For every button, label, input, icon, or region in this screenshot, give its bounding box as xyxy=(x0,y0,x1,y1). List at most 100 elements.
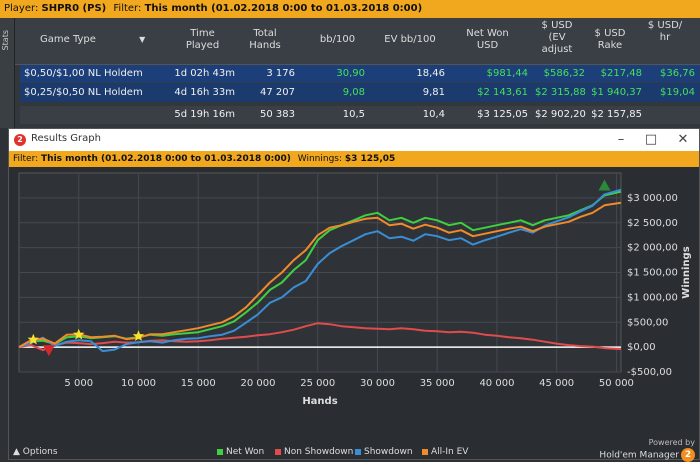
series-line-all-in-ev xyxy=(18,201,622,348)
player-label: Player: xyxy=(4,3,39,14)
cell-ev: $2 315,88 xyxy=(535,87,586,98)
cell-rake: $217,48 xyxy=(600,68,642,79)
stats-table: Game Type ▼ Time Played Total Hands bb/1… xyxy=(15,18,700,128)
y-tick-label: $3 000,00 xyxy=(627,193,678,204)
total-net: $3 125,05 xyxy=(477,109,528,120)
cell-time: 4d 16h 33m xyxy=(174,87,235,98)
stats-side-tab-label: Stats xyxy=(1,30,10,51)
hm2-logo-icon: 2 xyxy=(14,134,26,146)
total-ev-bb100: 10,4 xyxy=(422,109,445,120)
cell-bb100: 30,90 xyxy=(336,68,365,79)
legend-swatch xyxy=(217,448,223,455)
graph-title-bar[interactable]: 2 Results Graph – □ ✕ xyxy=(9,129,699,151)
player-name: SHPR0 (PS) xyxy=(41,3,107,14)
y-tick-label: $1 500,00 xyxy=(627,268,678,279)
filter-label: Filter: xyxy=(113,3,142,14)
total-time: 5d 19h 16m xyxy=(174,109,235,120)
results-graph-window: 2 Results Graph – □ ✕ Filter: This month… xyxy=(8,128,700,462)
x-tick-label: 35 000 xyxy=(420,378,455,389)
table-row[interactable]: $0,50/$1,00 NL Holdem 1d 02h 43m 3 176 3… xyxy=(20,65,700,83)
series-line-showdown xyxy=(18,188,622,353)
cell-game: $0,25/$0,50 NL Holdem xyxy=(24,87,143,98)
col-ev-adjust[interactable]: $ USD (EV adjust xyxy=(541,20,573,55)
cell-ev-bb100: 9,81 xyxy=(422,87,445,98)
col-usd-hr[interactable]: $ USD/ hr xyxy=(647,20,683,43)
x-tick-label: 20 000 xyxy=(240,378,275,389)
y-tick-label: $2 000,00 xyxy=(627,243,678,254)
results-chart: 5 000 10 000 15 000 20 000 25 000 30 000 35 00… xyxy=(9,167,699,447)
stats-header-row: Game Type ▼ Time Played Total Hands bb/1… xyxy=(15,18,700,65)
cell-time: 1d 02h 43m xyxy=(174,68,235,79)
brand-block: Powered by Hold'em Manager 2 xyxy=(599,438,695,462)
graph-footer: ▲ Options Net Won Non Showdown Showdown … xyxy=(9,438,699,462)
winnings-value: $3 125,05 xyxy=(344,154,396,164)
total-hands: 50 383 xyxy=(260,109,295,120)
x-tick-label: 45 000 xyxy=(539,378,574,389)
x-tick-label: 25 000 xyxy=(300,378,335,389)
legend-swatch xyxy=(355,448,361,455)
top-filter-bar: Player: SHPR0 (PS) Filter: This month (0… xyxy=(0,0,700,18)
col-total-hands[interactable]: Total Hands xyxy=(249,28,281,51)
cell-net: $981,44 xyxy=(486,68,528,79)
x-tick-label: 15 000 xyxy=(181,378,216,389)
y-tick-label: -$500,00 xyxy=(627,367,672,378)
legend-swatch xyxy=(422,448,428,455)
series-line-non-showdown xyxy=(18,322,622,352)
results-chart-svg: 5 000 10 000 15 000 20 000 25 000 30 000 35 00… xyxy=(18,172,692,407)
cell-rake: $1 940,37 xyxy=(591,87,642,98)
filter-value[interactable]: This month (01.02.2018 0:00 to 01.03.201… xyxy=(144,3,423,14)
legend-net-won[interactable]: Net Won xyxy=(217,444,264,460)
x-tick-label: 40 000 xyxy=(479,378,514,389)
graph-filter-bar: Filter: This month (01.02.2018 0:00 to 0… xyxy=(9,151,699,167)
chevron-down-icon[interactable]: ▼ xyxy=(139,35,146,44)
x-tick-label: 5 000 xyxy=(64,378,93,389)
winnings-label: Winnings: xyxy=(297,154,342,164)
graph-filter-label: Filter: xyxy=(13,154,39,164)
brand-powered: Powered by xyxy=(648,438,695,447)
star-marker xyxy=(132,330,145,341)
col-game-type[interactable]: Game Type ▼ xyxy=(40,34,146,45)
x-axis-label: Hands xyxy=(302,396,337,407)
col-bb100[interactable]: bb/100 xyxy=(319,34,356,45)
total-ev: $2 902,20 xyxy=(535,109,586,120)
y-tick-label: $0,00 xyxy=(627,342,656,353)
cell-hands: 47 207 xyxy=(260,87,295,98)
y-tick-label: $500,00 xyxy=(627,317,668,328)
cell-hr: $36,76 xyxy=(660,68,695,79)
legend-swatch xyxy=(275,448,281,455)
graph-filter-value[interactable]: This month (01.02.2018 0:00 to 01.03.201… xyxy=(41,154,291,164)
brand-version-icon: 2 xyxy=(681,448,695,462)
legend-non-showdown[interactable]: Non Showdown xyxy=(275,444,353,460)
options-button[interactable]: ▲ Options xyxy=(13,447,58,457)
col-rake[interactable]: $ USD Rake xyxy=(594,28,626,51)
legend-showdown[interactable]: Showdown xyxy=(355,444,413,460)
brand-name: Hold'em Manager xyxy=(599,450,679,461)
col-ev-bb100[interactable]: EV bb/100 xyxy=(384,34,436,45)
y-tick-label: $1 000,00 xyxy=(627,292,678,303)
cell-hands: 3 176 xyxy=(266,68,295,79)
x-tick-label: 50 000 xyxy=(599,378,634,389)
minimize-icon[interactable]: – xyxy=(617,132,625,147)
cell-hr: $19,04 xyxy=(660,87,695,98)
table-row[interactable]: $0,25/$0,50 NL Holdem 4d 16h 33m 47 207 … xyxy=(20,84,700,102)
total-bb100: 10,5 xyxy=(342,109,365,120)
cell-game: $0,50/$1,00 NL Holdem xyxy=(24,68,143,79)
maximize-icon[interactable]: □ xyxy=(644,132,658,147)
cell-bb100: 9,08 xyxy=(342,87,365,98)
triangle-down-marker xyxy=(42,345,55,357)
triangle-up-marker xyxy=(598,179,611,191)
x-tick-label: 10 000 xyxy=(121,378,156,389)
stats-side-tab[interactable]: Stats xyxy=(0,18,15,128)
y-axis-label: Winnings xyxy=(681,246,692,298)
graph-window-title: Results Graph xyxy=(31,133,101,144)
y-tick-label: $2 500,00 xyxy=(627,218,678,229)
legend-all-in-ev[interactable]: All-In EV xyxy=(422,444,468,460)
col-net-won[interactable]: Net Won USD xyxy=(466,28,509,51)
x-tick-label: 30 000 xyxy=(360,378,395,389)
close-icon[interactable]: ✕ xyxy=(677,132,689,147)
star-marker xyxy=(73,328,85,340)
total-rake: $2 157,85 xyxy=(591,109,642,120)
cell-net: $2 143,61 xyxy=(477,87,528,98)
totals-row: 5d 19h 16m 50 383 10,5 10,4 $3 125,05 $2… xyxy=(20,106,700,124)
col-time-played[interactable]: Time Played xyxy=(185,28,220,51)
